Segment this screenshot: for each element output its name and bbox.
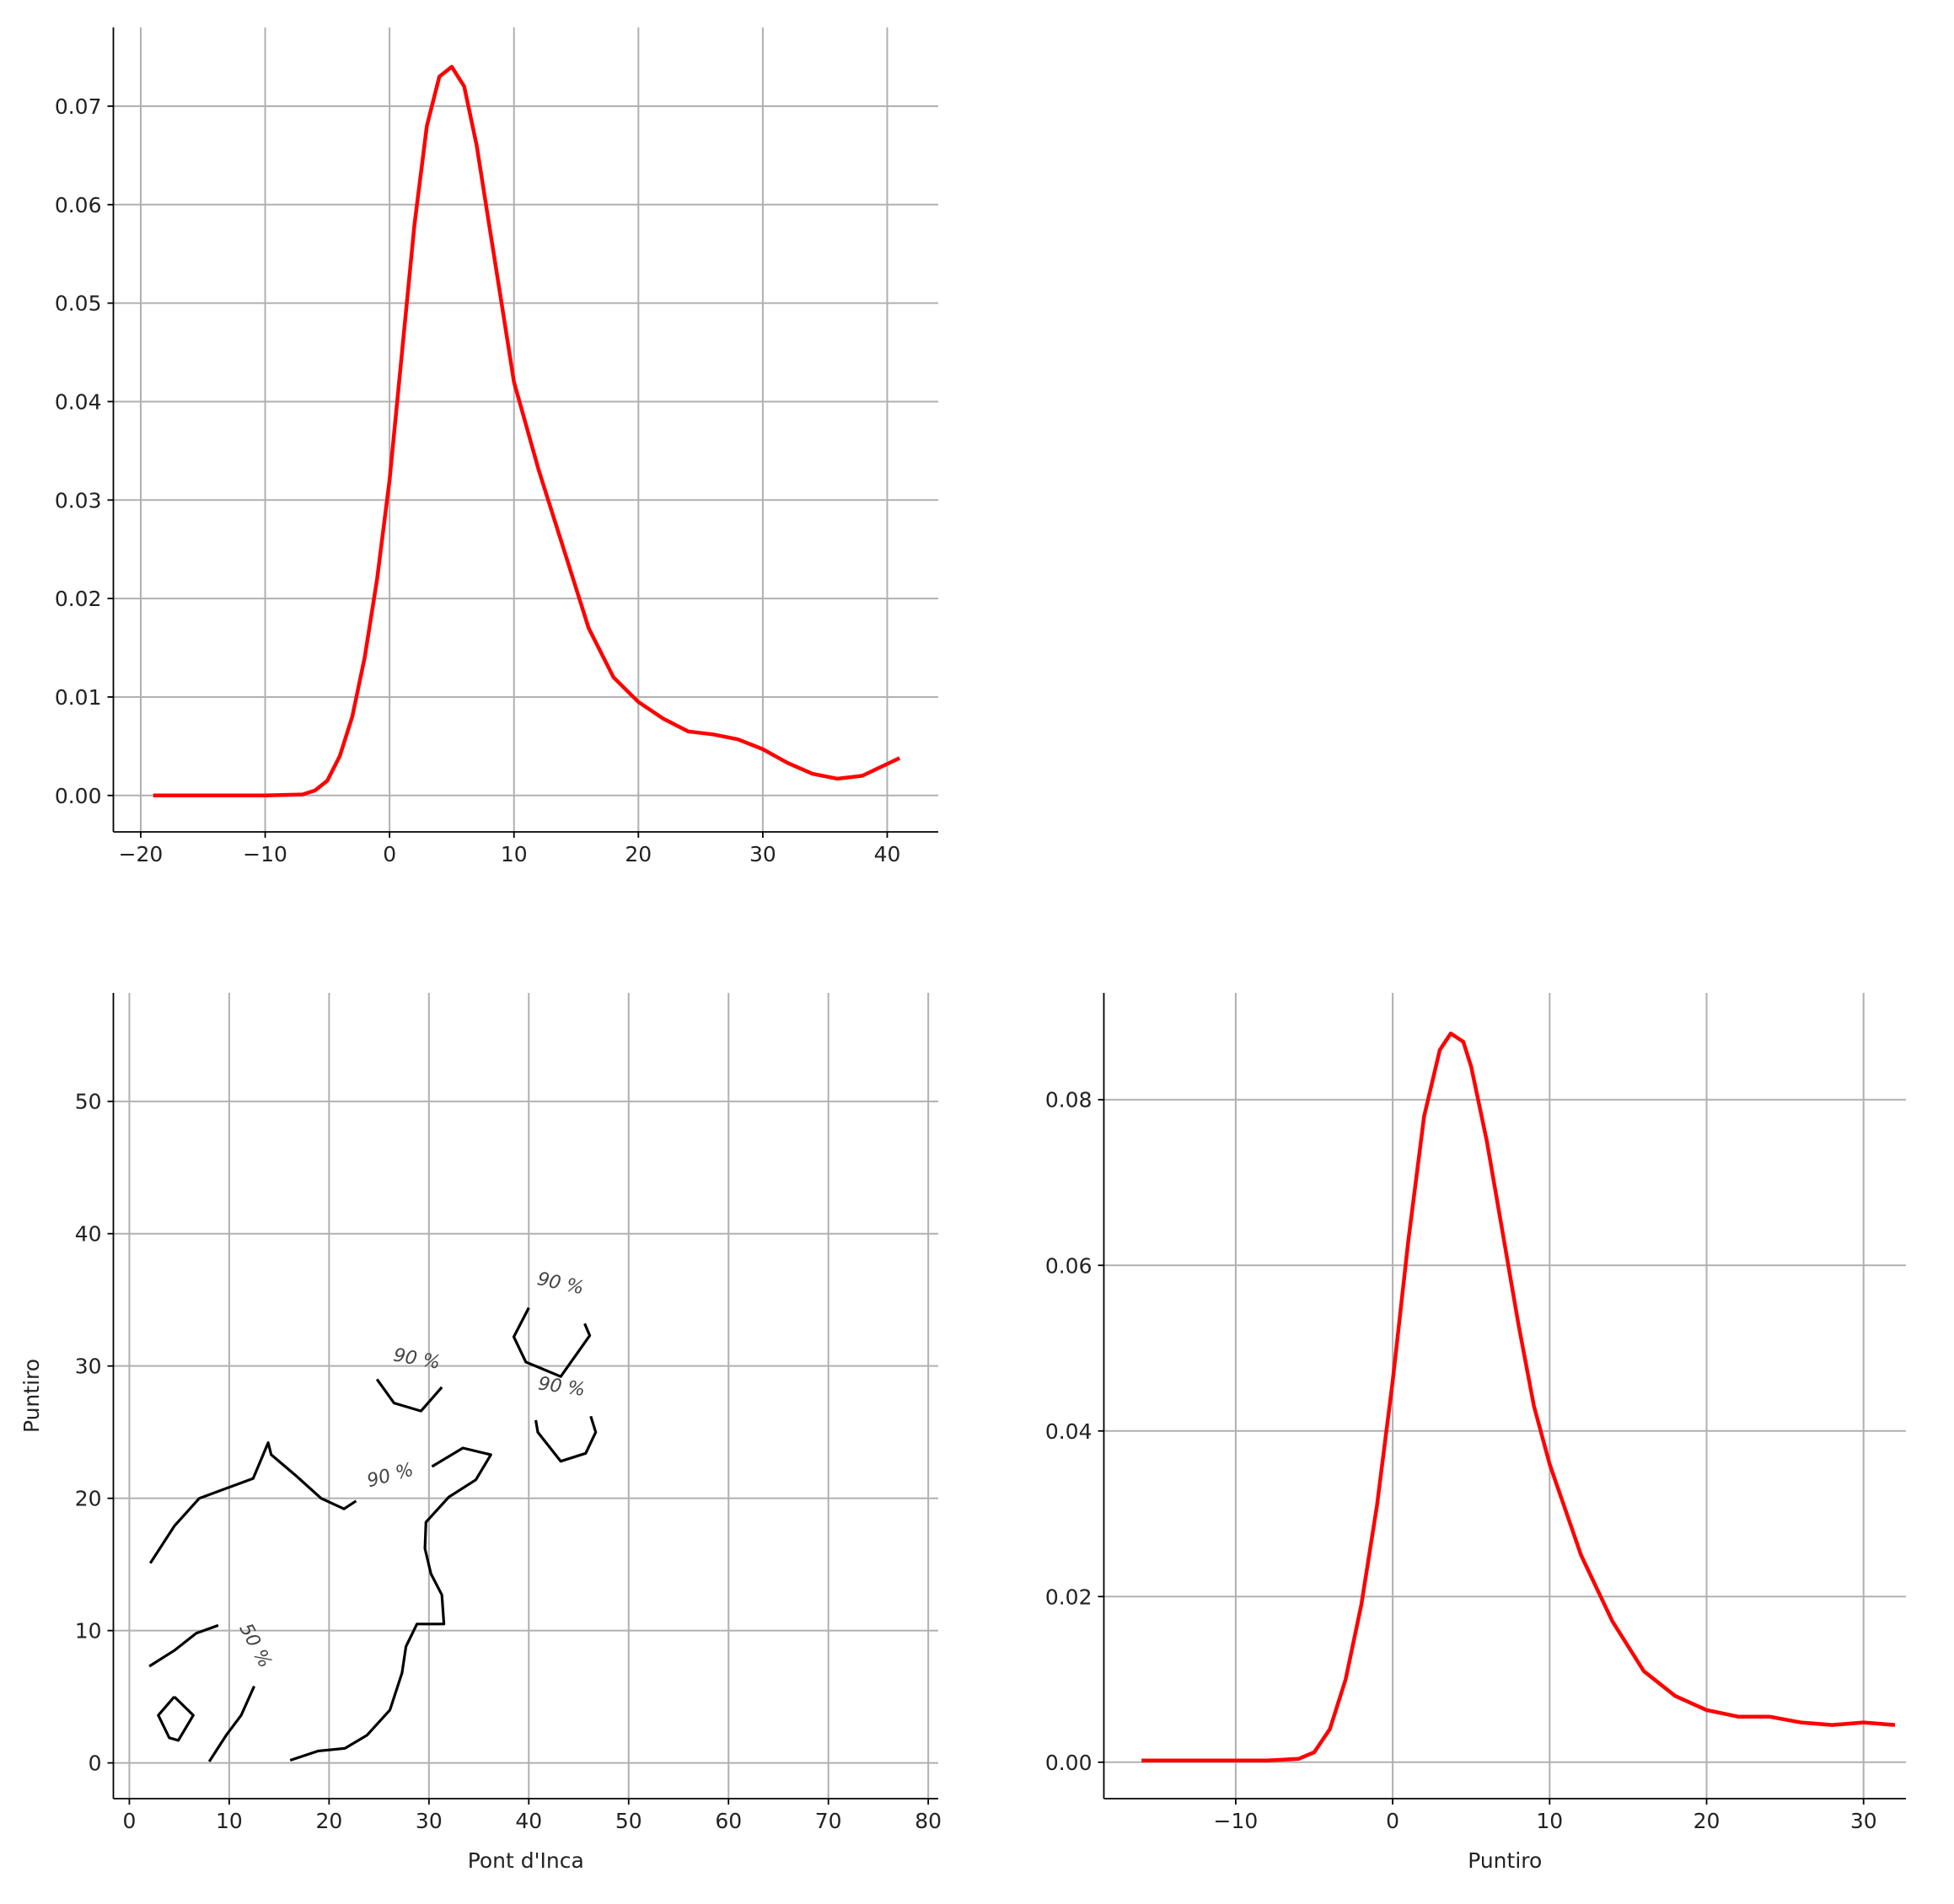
y-tick-label: 0.07	[55, 94, 102, 119]
x-tick-label: 30	[1850, 1809, 1877, 1833]
x-tick-label: −10	[243, 842, 287, 866]
x-tick-label: −20	[119, 842, 164, 866]
contour-line	[289, 1446, 492, 1762]
density-line	[1141, 1031, 1896, 1763]
y-tick-label: 0.02	[1045, 1585, 1092, 1609]
y-tick-label: 0.06	[55, 193, 102, 217]
contour-label: 90 %	[535, 1268, 586, 1299]
y-tick-label: 50	[75, 1090, 102, 1114]
y-axis-label: Puntiro	[19, 1359, 44, 1433]
x-tick-label: 60	[715, 1809, 742, 1833]
x-tick-label: 0	[383, 842, 396, 866]
x-axis-label: Puntiro	[1468, 1848, 1542, 1873]
contour-label: 90 %	[537, 1373, 587, 1401]
x-tick-label: −10	[1214, 1809, 1259, 1833]
y-tick-label: 0.06	[1045, 1253, 1092, 1278]
x-axis-label: Pont d'Inca	[468, 1848, 584, 1873]
density-line	[153, 64, 901, 798]
x-tick-label: 10	[216, 1809, 243, 1833]
contour-label: 90 %	[392, 1345, 442, 1374]
contour-label: 50 %	[234, 1620, 275, 1671]
x-tick-label: 20	[1694, 1809, 1720, 1833]
contour-line	[375, 1378, 443, 1413]
contour-line	[512, 1306, 592, 1378]
contour-line	[157, 1695, 195, 1742]
x-tick-label: 40	[874, 842, 901, 866]
contour-line	[148, 1441, 357, 1564]
contour-label: 90 %	[365, 1460, 416, 1493]
y-tick-label: 0.00	[55, 784, 102, 808]
x-tick-label: 40	[515, 1809, 542, 1833]
y-tick-label: 40	[75, 1222, 102, 1247]
x-tick-label: 20	[315, 1809, 342, 1833]
contour-line	[148, 1623, 219, 1668]
x-tick-label: 30	[749, 842, 776, 866]
y-tick-label: 0.05	[55, 292, 102, 316]
contour-line	[207, 1685, 255, 1762]
y-tick-label: 0.00	[1045, 1751, 1092, 1775]
x-tick-label: 50	[615, 1809, 642, 1833]
y-tick-label: 0.02	[55, 587, 102, 611]
x-tick-label: 20	[625, 842, 652, 866]
y-tick-label: 10	[75, 1619, 102, 1644]
y-tick-label: 20	[75, 1487, 102, 1511]
x-tick-label: 10	[1536, 1809, 1563, 1833]
y-tick-label: 0.04	[1045, 1419, 1092, 1444]
x-tick-label: 0	[1386, 1809, 1399, 1833]
y-tick-label: 0.08	[1045, 1088, 1092, 1113]
y-tick-label: 0.03	[55, 488, 102, 512]
y-tick-label: 0.04	[55, 389, 102, 414]
x-tick-label: 10	[501, 842, 528, 866]
y-tick-label: 30	[75, 1354, 102, 1379]
y-tick-label: 0	[89, 1751, 102, 1776]
x-tick-label: 80	[915, 1809, 942, 1833]
x-tick-label: 0	[123, 1809, 137, 1833]
x-tick-label: 30	[416, 1809, 443, 1833]
contour-line	[534, 1415, 598, 1463]
x-tick-label: 70	[815, 1809, 842, 1833]
y-tick-label: 0.01	[55, 685, 102, 710]
